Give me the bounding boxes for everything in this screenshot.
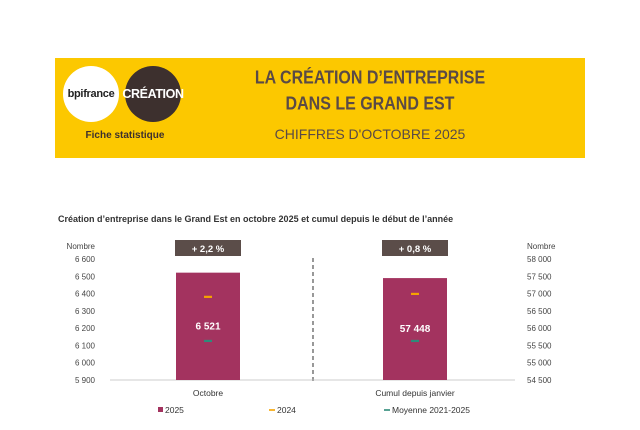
bar-value-label: 6 521 [195, 321, 220, 332]
y-tick-label: 6 200 [75, 324, 96, 333]
y-tick-label: 55 500 [527, 341, 552, 350]
y-tick-label: 5 900 [75, 376, 96, 385]
y-tick-label: 6 400 [75, 290, 96, 299]
category-label: Octobre [193, 388, 224, 398]
subtitle: CHIFFRES D'OCTOBRE 2025 [274, 126, 466, 142]
y-tick-label: 6 000 [75, 359, 96, 368]
bar-value-label: 57 448 [400, 324, 431, 335]
chart-title: Création d’entreprise dans le Grand Est … [58, 214, 454, 224]
bar-2025 [383, 278, 447, 380]
legend-label: 2025 [165, 405, 184, 415]
y-tick-label: 6 500 [75, 272, 96, 281]
bar-2025 [176, 272, 240, 380]
legend-label: Moyenne 2021-2025 [392, 405, 470, 415]
y-tick-label: 56 000 [527, 324, 552, 333]
y-tick-label: 57 500 [527, 272, 552, 281]
evolution-badge-label: + 0,8 % [399, 244, 432, 255]
fiche-label: Fiche statistique [85, 130, 165, 141]
y-tick-label: 6 100 [75, 341, 96, 350]
bpifrance-logo: bpifrance [63, 66, 119, 122]
y-axis-title: Nombre [527, 242, 556, 251]
legend-label: 2024 [277, 405, 296, 415]
category-label: Cumul depuis janvier [375, 388, 455, 398]
evolution-badge-label: + 2,2 % [192, 244, 225, 255]
title-line-1: LA CRÉATION D’ENTREPRISE [254, 68, 486, 89]
y-tick-label: 57 000 [527, 290, 552, 299]
title-line-2: DANS LE GRAND EST [285, 94, 455, 115]
evolution-badge [382, 240, 448, 256]
y-tick-label: 58 000 [527, 255, 552, 264]
legend-swatch-2025 [158, 407, 163, 412]
y-axis-title: Nombre [67, 242, 96, 251]
header-banner: bpifrance CRÉATION Fiche statistique LA … [55, 58, 585, 158]
evolution-badge [175, 240, 241, 256]
creation-logo: CRÉATION [122, 66, 184, 122]
y-tick-label: 54 500 [527, 376, 552, 385]
y-tick-label: 55 000 [527, 359, 552, 368]
y-tick-label: 56 500 [527, 307, 552, 316]
y-tick-label: 6 300 [75, 307, 96, 316]
y-tick-label: 6 600 [75, 255, 96, 264]
